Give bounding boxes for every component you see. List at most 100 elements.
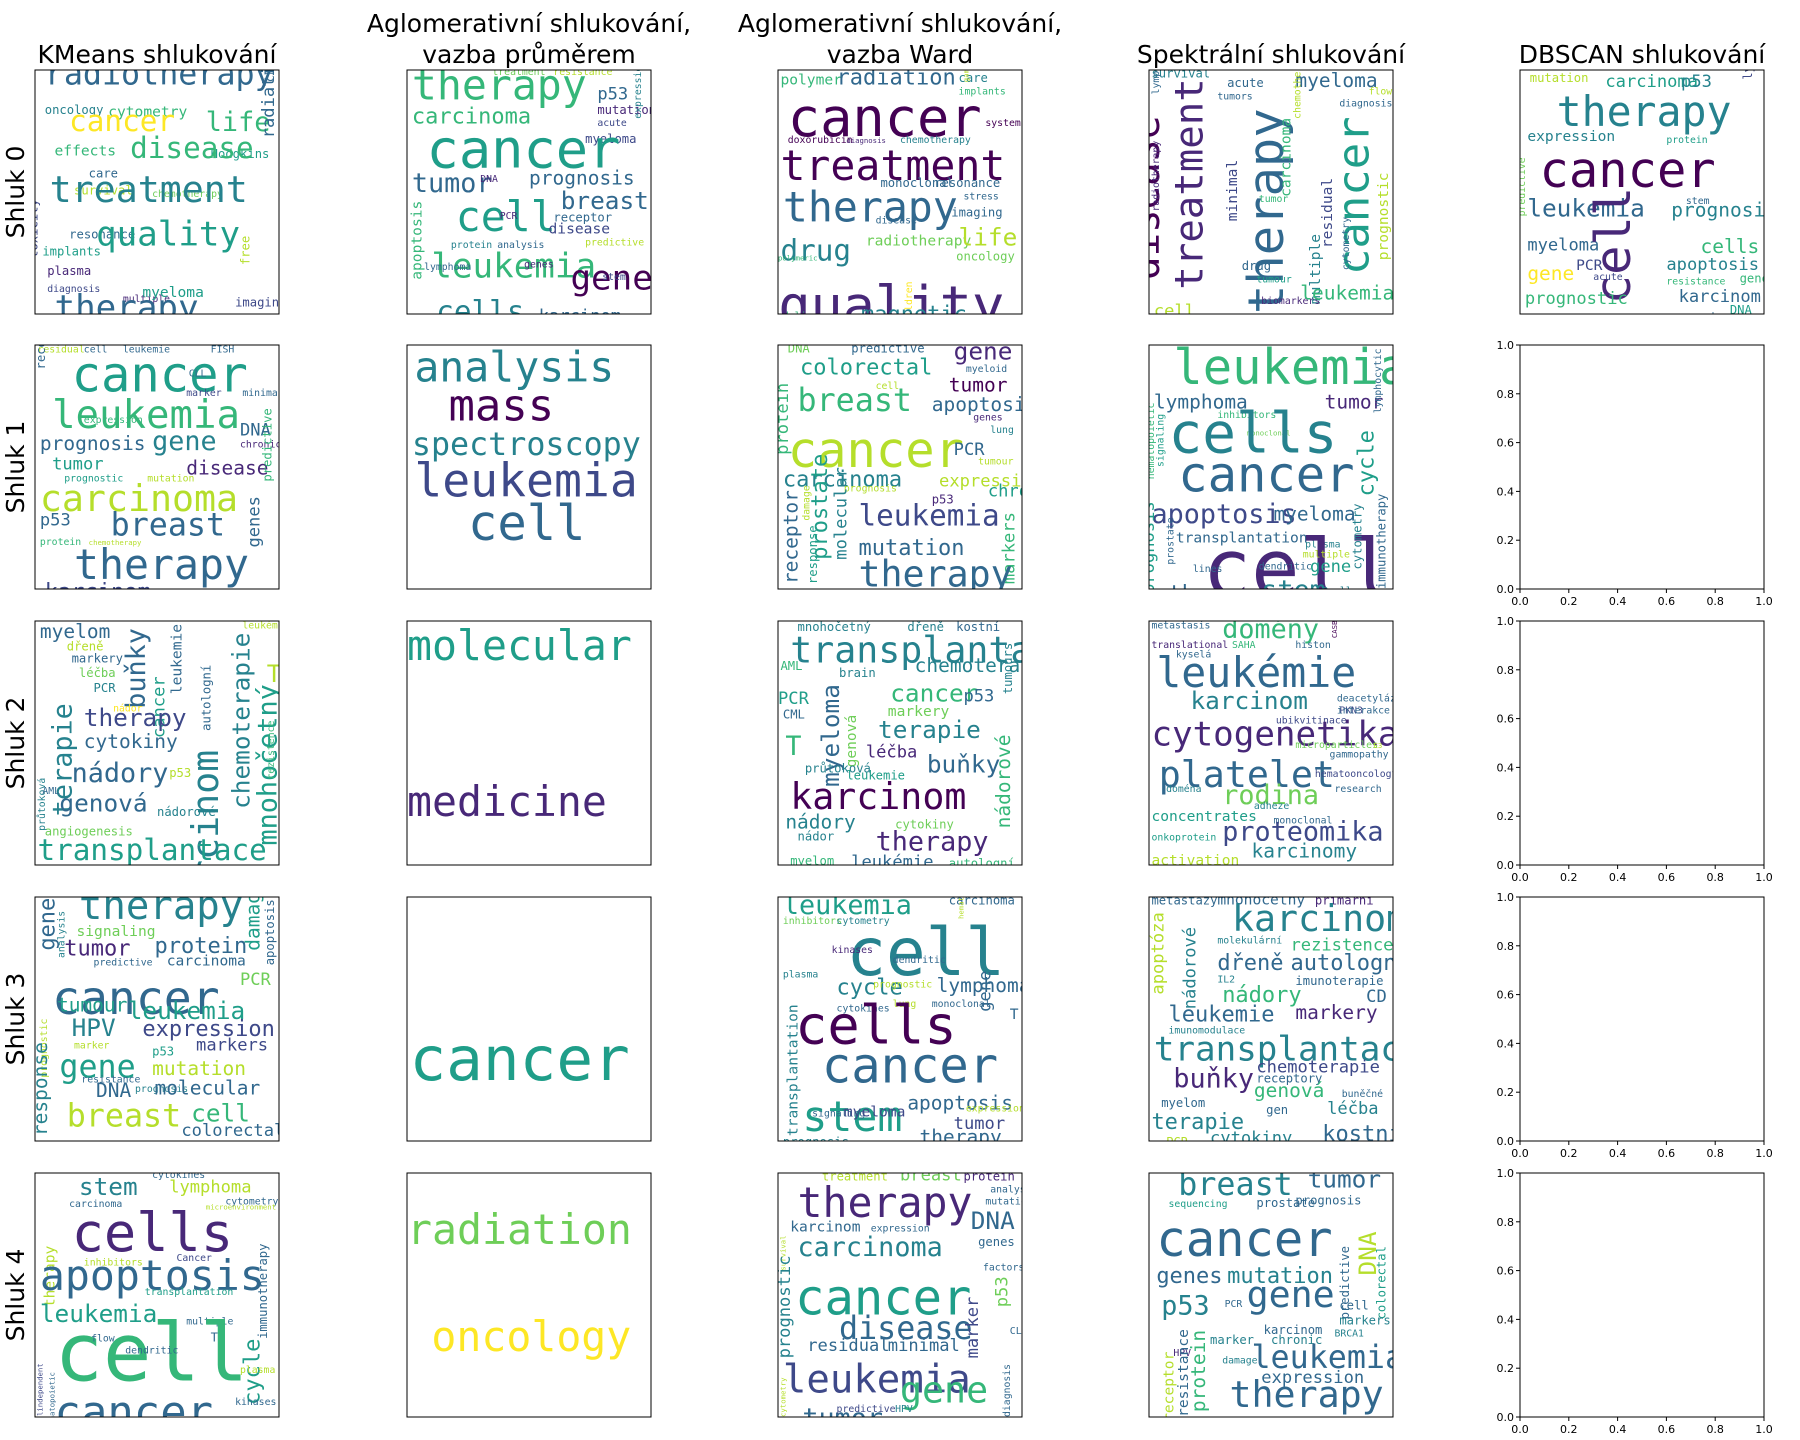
wordcloud-word: imunomodulace [1169,1026,1246,1037]
wordcloud-word: cells [1701,235,1760,258]
wordcloud-word: prognosis [1139,501,1159,594]
wordcloud-word: resonance [69,227,135,241]
wordcloud-word: transplantation [785,1004,802,1136]
wordcloud-word: HPV [1173,1348,1191,1359]
wordcloud-word: cells [123,881,153,892]
row-title: Shluk 1 [1,421,30,514]
wordcloud-word: mutation [1227,1264,1333,1289]
wordcloud-background [1149,345,1393,589]
x-tick-label: 0.0 [1511,871,1529,884]
wordcloud-word: genes [245,496,265,547]
wordcloud-word: myeloma [142,284,204,301]
wordcloud-word: expression [966,1104,1025,1115]
wordcloud-word: karcinom [1264,1323,1323,1337]
y-tick-label: 0.8 [1497,1216,1515,1229]
x-tick-label: 0.8 [1706,871,1724,884]
wordcloud-word: transplantace [37,833,266,867]
wordcloud-word: Bcell [920,1143,950,1154]
panel: 0.00.0 0.2 0.2 0.4 0.4 0.6 0.6 0.8 0.8 1.0 1.0 [1497,891,1773,1160]
wordcloud-word: gene [954,337,1013,366]
wordcloud-word: leukemia [783,890,912,921]
wordcloud-word: protein [155,934,248,959]
wordcloud-word: leukemia [1300,281,1394,304]
wordcloud-word: receptor [1681,311,1728,322]
wordcloud-word: p53 [992,1276,1012,1307]
wordcloud-word: carcinoma [69,1199,122,1210]
column-titles: KMeans shlukování Aglomerativní shlukován… [38,9,1767,69]
wordcloud-word: resistance [81,1074,140,1085]
wordcloud-word: mutation [859,536,965,561]
wordcloud-word: cell [456,192,556,241]
wordcloud-word: lung [990,425,1014,436]
wordcloud-background [1149,621,1393,865]
wordcloud-word: inhibitors [84,1258,143,1269]
wordcloud-word: Hodgkins [211,147,270,161]
wordcloud-word: predictive [851,341,924,355]
x-tick-label: 0.8 [1706,1147,1724,1160]
wordcloud-word: radiotherapy [1151,141,1162,212]
wordcloud-word: myeloma [1273,503,1355,526]
wordcloud-word: activation [1151,852,1239,869]
wordcloud-word: resonance [934,176,1000,190]
wordcloud-word: minimal [242,388,283,399]
wordcloud-word: CML [783,708,805,722]
y-tick-label: 0.4 [1497,485,1515,498]
wordcloud-word: chemoterapie [915,654,1056,677]
panel-frame [1148,69,1394,315]
wordcloud-word: expression [84,415,143,426]
column-title: vazba průměrem [422,40,636,69]
wordcloud-word: leukemia [1173,339,1408,396]
wordcloud-word: prognostic [39,1019,50,1078]
wordcloud-word: mass [448,381,554,432]
wordcloud-word: prognosis [807,1426,900,1440]
wordcloud-word: cytometry [1341,217,1352,270]
wordcloud-word: cancer [1329,116,1380,275]
wordcloud-word: leukemia [414,453,637,507]
wordcloud-word: effects [55,142,117,159]
panel-frame [777,69,1023,315]
wordcloud-word: therapy [920,1125,1002,1148]
wordcloud-word: analysis [56,911,67,958]
wordcloud-word: primární [1315,893,1374,907]
wordcloud-word: SAHA [1232,640,1256,651]
wordcloud-word: nádor [113,702,143,714]
wordcloud-word: nádory [72,758,169,789]
wordcloud-word: molekulární [1217,934,1282,946]
wordcloud-word: cancer [427,118,621,181]
empty-axes-frame [1519,344,1765,590]
wordcloud-word: FISH [211,344,235,355]
wordcloud-word: prognosis [1671,198,1777,221]
wordcloud-word: transplantace [1154,1029,1422,1069]
wordcloud-word: predictive [585,238,644,249]
wordcloud-word: karcinom [539,306,621,326]
wordcloud-word: resistance [1666,277,1725,288]
wordcloud-word: diagnosis [846,136,886,145]
wordcloud-word: acute [1593,272,1623,283]
wordcloud-word: treatment [492,67,545,78]
y-tick-label: 0.0 [1497,859,1515,872]
wordcloud-word: terapie [48,703,79,816]
wordcloud-word: hematooncology [1315,769,1398,780]
panel-frame [777,1172,1023,1418]
wordcloud-word: leukemie [846,769,905,783]
y-tick-label: 0.2 [1497,1086,1515,1099]
wordcloud-word: molecular [407,621,632,670]
wordcloud-word: therapy [55,288,199,328]
wordcloud-word: tumor [802,1403,883,1434]
wordcloud-word: carcinoma [949,893,1015,907]
wordcloud-word: tumour [978,457,1013,468]
wordcloud-word: medicine [407,777,607,826]
wordcloud-word: plasma [240,1365,275,1376]
wordcloud-word: leukemia [1251,1340,1404,1376]
x-tick-label: 0.0 [1511,1147,1529,1160]
wordcloud-word: platelet [1159,753,1335,796]
wordcloud-word: minimal [888,1336,960,1356]
wordcloud-word: predictive [1338,1246,1352,1319]
wordcloud-word: children [904,281,915,328]
wordcloud-word: inhibitors [783,916,842,927]
